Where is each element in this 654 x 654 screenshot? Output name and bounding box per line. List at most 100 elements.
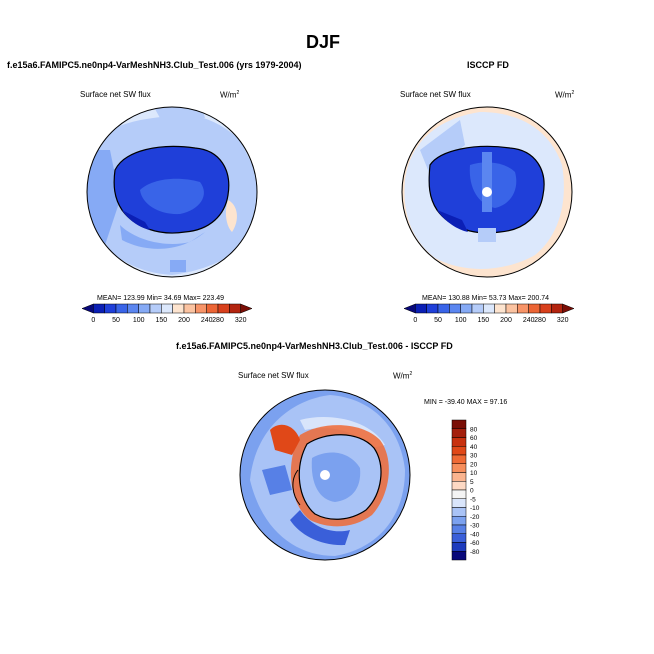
panel1-colorbar-tick-label: 50: [112, 317, 120, 324]
panel1-colorbar-swatch: [240, 303, 253, 314]
panel3-colorbar-tick-label: -10: [470, 505, 480, 512]
panel3-map-border: [239, 389, 411, 561]
panel3-units: W/m2: [393, 371, 413, 381]
panel2-colorbar-swatch: [528, 303, 541, 314]
panel3-colorbar-swatch: [451, 507, 467, 517]
panel3-colorbar-tick-label: 10: [470, 470, 478, 477]
panel1-colorbar-swatch: [195, 303, 207, 314]
panel2-colorbar-swatch: [562, 303, 575, 314]
panel3-colorbar-tick-label: 5: [470, 479, 474, 486]
panel2-colorbar-swatch: [437, 303, 450, 314]
panel2-colorbar-swatch: [483, 303, 495, 314]
panel2-map-border: [401, 106, 573, 278]
panel1-colorbar-tick-label: 200: [178, 317, 190, 324]
panel3-colorbar-tick-label: 60: [470, 435, 478, 442]
panel2-colorbar-tick-label: 150: [477, 317, 489, 324]
panel3-colorbar-swatch: [451, 463, 467, 473]
panel2-colorbar-swatch: [505, 303, 518, 314]
panel1-colorbar-swatch: [93, 303, 105, 314]
panel3-colorbar-tick-label: -40: [470, 531, 480, 538]
panel3-colorbar-tick-label: 0: [470, 488, 474, 495]
panel1-colorbar-swatch: [161, 303, 173, 314]
panel2-colorbar-swatch: [494, 303, 507, 314]
panel1-colorbar-tick-label: 100: [133, 317, 145, 324]
panel1-colorbar-swatch: [81, 303, 94, 314]
panel2-colorbar-tick-label: 50: [434, 317, 442, 324]
panel3-colorbar-swatch: [451, 489, 467, 499]
panel2-pole-hole: [482, 187, 492, 197]
panel2-stats: MEAN= 130.88 Min= 53.73 Max= 200.74: [422, 295, 550, 302]
panel1-colorbar-tick-label: 320: [235, 317, 247, 324]
panel3-colorbar-swatch: [451, 551, 467, 561]
panel2-colorbar-tick-label: 200: [500, 317, 512, 324]
panel2-colorbar-tick-label: 240: [523, 317, 535, 324]
panel2-colorbar-swatch: [460, 303, 473, 314]
panel1-colorbar-swatch: [115, 303, 128, 314]
panel1-colorbar-swatch: [104, 303, 117, 314]
panel3-colorbar-tick-label: 30: [470, 453, 478, 460]
panel3-variable: Surface net SW flux: [238, 371, 309, 380]
panel3-colorbar-tick-label: 40: [470, 444, 478, 451]
panel3-colorbar-swatch: [451, 498, 467, 508]
panel3-colorbar-swatch: [451, 419, 467, 429]
model-case-label: f.e15a6.FAMIPC5.ne0np4-VarMeshNH3.Club_T…: [7, 60, 302, 70]
panel3-colorbar-tick-label: 20: [470, 461, 478, 468]
panel3-stats: MIN = -39.40 MAX = 97.16: [424, 399, 508, 406]
panel1-map-border: [86, 106, 258, 278]
panel1-stats: MEAN= 123.99 Min= 34.69 Max= 223.49: [97, 295, 225, 302]
panel1-colorbar-swatch: [172, 303, 185, 314]
panel3-pole-hole: [320, 470, 330, 480]
panel2-colorbar-swatch: [471, 303, 484, 314]
diff-case-label: f.e15a6.FAMIPC5.ne0np4-VarMeshNH3.Club_T…: [176, 341, 453, 351]
panel3-colorbar-swatch: [451, 472, 467, 482]
panel1-colorbar-swatch: [127, 303, 139, 314]
panel1-colorbar-swatch: [229, 303, 241, 314]
panel2-colorbar-tick-label: 320: [557, 317, 569, 324]
panel2-variable: Surface net SW flux: [400, 90, 471, 99]
panel1-colorbar-tick-label: 280: [212, 317, 224, 324]
panel2-colorbar-swatch: [551, 303, 563, 314]
panel3-colorbar-tick-label: -60: [470, 540, 480, 547]
panel1-variable: Surface net SW flux: [80, 90, 151, 99]
panel2-colorbar-tick-label: 280: [534, 317, 546, 324]
panel1-colorbar-tick-label: 240: [201, 317, 213, 324]
panel2-colorbar-swatch: [415, 303, 427, 314]
panel3-colorbar-swatch: [451, 454, 467, 464]
panel1-units: W/m2: [220, 90, 240, 100]
panel2-colorbar-swatch: [517, 303, 529, 314]
panel2-colorbar-tick-label: 0: [413, 317, 417, 324]
panel3-colorbar-tick-label: -80: [470, 549, 480, 556]
panel1-colorbar-tick-label: 0: [91, 317, 95, 324]
panel3-colorbar-tick-label: -20: [470, 514, 480, 521]
panel1-colorbar-swatch: [138, 303, 151, 314]
panel1-colorbar-swatch: [149, 303, 162, 314]
panel1-colorbar-tick-label: 150: [155, 317, 167, 324]
panel3-colorbar-swatch: [451, 428, 467, 438]
panel1-colorbar-swatch: [217, 303, 230, 314]
panel2-colorbar-swatch: [449, 303, 461, 314]
panel3-colorbar-tick-label: -30: [470, 523, 480, 530]
panel2-colorbar-swatch: [426, 303, 439, 314]
panel2-colorbar-tick-label: 100: [455, 317, 467, 324]
panel1-colorbar-swatch: [183, 303, 196, 314]
panel3-colorbar-swatch: [451, 542, 467, 552]
panel3-colorbar-swatch: [451, 524, 467, 534]
panel3-colorbar-swatch: [451, 446, 467, 456]
panel3-colorbar-swatch: [451, 533, 467, 543]
panel1-colorbar: 0 50 100 150 200 240 280 320: [81, 303, 253, 324]
panel3-colorbar-swatch: [451, 516, 467, 526]
panel2-colorbar-swatch: [539, 303, 552, 314]
panel1-map: [87, 107, 257, 277]
panel3-colorbar-tick-label: -5: [470, 496, 476, 503]
panel3-colorbar-swatch: [451, 437, 467, 447]
panel2-colorbar: 0 50 100 150 200 240 280 320: [403, 303, 575, 324]
panel2-colorbar-swatch: [403, 303, 416, 314]
panel3-colorbar-swatch: [451, 481, 467, 491]
page-title: DJF: [306, 32, 341, 52]
panel3-colorbar-tick-label: 80: [470, 426, 478, 433]
obs-label: ISCCP FD: [467, 60, 509, 70]
panel2-units: W/m2: [555, 90, 575, 100]
panel1-colorbar-swatch: [206, 303, 219, 314]
